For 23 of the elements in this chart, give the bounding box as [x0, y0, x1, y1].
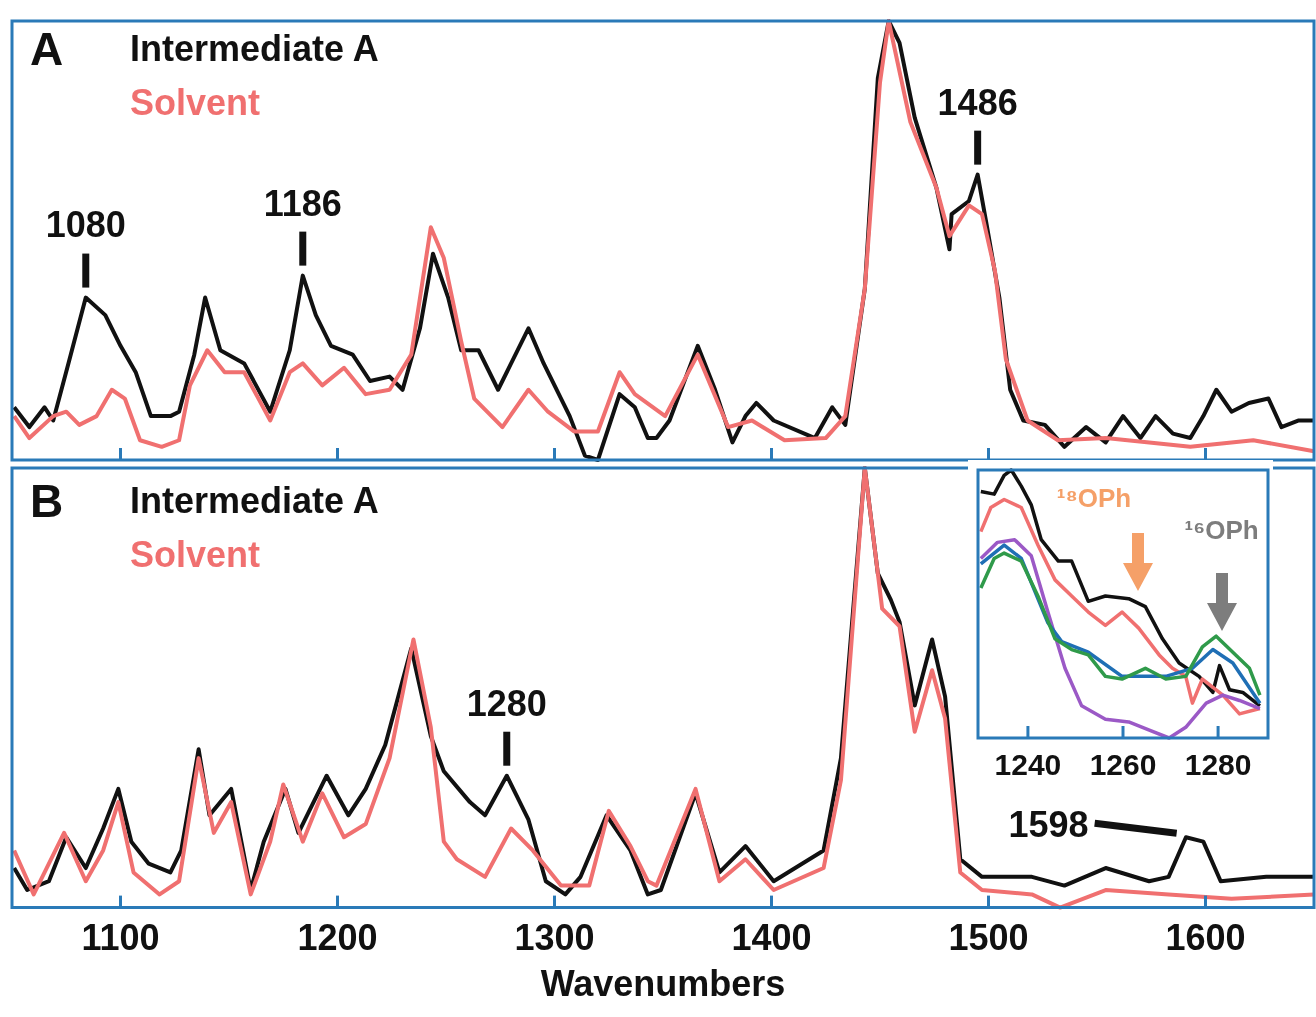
x-tick-label: 1400: [731, 917, 812, 959]
annotation: ¹⁸OPh: [1056, 483, 1132, 514]
annotation: ¹⁶OPh: [1184, 515, 1259, 546]
x-tick-label: 1600: [1165, 917, 1246, 959]
chart-title: B: [30, 474, 65, 528]
x-tick-label: 1300: [514, 917, 595, 959]
x-tick-label: 1240: [994, 748, 1062, 782]
annotation: 1186: [263, 182, 342, 224]
x-tick-label: 1200: [297, 917, 378, 959]
text: Intermediate A: [130, 27, 379, 71]
x-axis-title: Wavenumbers: [540, 963, 786, 1005]
x-tick-label: 1100: [81, 917, 160, 959]
text: Solvent: [130, 533, 262, 577]
annotation: 1080: [45, 204, 126, 246]
x-tick-label: 1260: [1089, 748, 1157, 782]
x-tick-label: 1500: [948, 917, 1029, 959]
annotation: 1486: [937, 81, 1018, 123]
x-tick-label: 1280: [1184, 748, 1252, 782]
annotation: 1598: [1008, 804, 1089, 846]
chart-title: A: [30, 22, 65, 76]
text: Solvent: [130, 81, 262, 125]
text: Intermediate A: [130, 479, 379, 523]
annotation: 1280: [466, 682, 547, 724]
